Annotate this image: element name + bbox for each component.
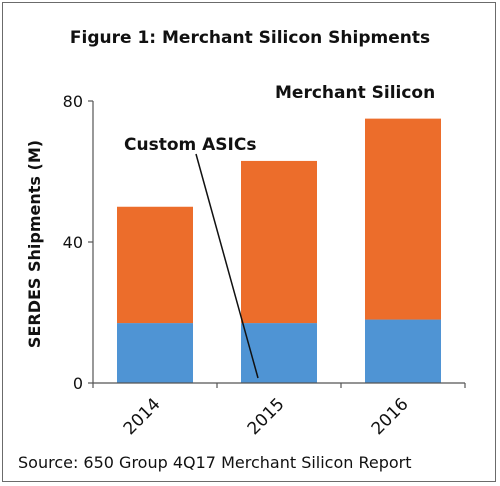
bar-custom-asics-2016	[365, 319, 441, 383]
bar-custom-asics-2015	[241, 323, 317, 383]
bar-merchant-silicon-2014	[117, 206, 193, 324]
y-tick-label-40: 40	[63, 233, 83, 252]
chart-title: Figure 1: Merchant Silicon Shipments	[69, 28, 431, 48]
bar-custom-asics-2014	[117, 323, 193, 383]
annotation-leader-line	[195, 153, 259, 379]
source-note: Source: 650 Group 4Q17 Merchant Silicon …	[18, 453, 412, 472]
y-tick-label-0: 0	[73, 374, 83, 393]
x-tick-label-2014: 2014	[120, 394, 165, 439]
annotation-merchant-silicon: Merchant Silicon	[275, 83, 435, 103]
x-tick-label-2016: 2016	[368, 394, 413, 439]
bar-merchant-silicon-2015	[241, 160, 317, 324]
x-tick-label-2015: 2015	[244, 394, 289, 439]
y-tick-label-80: 80	[63, 92, 83, 111]
y-axis-label: SERDES Shipments (M)	[25, 140, 44, 348]
annotation-custom-asics: Custom ASICs	[124, 135, 256, 155]
bar-merchant-silicon-2016	[365, 118, 441, 320]
